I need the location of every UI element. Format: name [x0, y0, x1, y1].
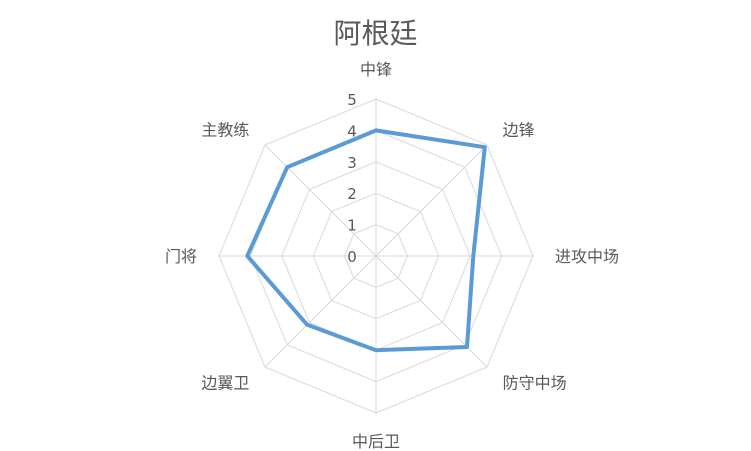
spoke — [375, 255, 488, 368]
tick-label: 2 — [347, 185, 357, 203]
tick-label: 1 — [347, 217, 357, 235]
category-label: 中锋 — [360, 60, 392, 79]
radial-tick-labels: 0 1 2 3 4 5 — [347, 91, 357, 266]
category-label: 门将 — [165, 247, 197, 266]
category-label: 边锋 — [503, 120, 535, 139]
tick-label: 4 — [347, 122, 357, 140]
tick-label: 5 — [347, 91, 357, 109]
spoke — [264, 144, 377, 257]
tick-label: 0 — [347, 248, 357, 266]
category-label: 边翼卫 — [201, 374, 249, 393]
spoke — [264, 255, 377, 368]
category-label: 防守中场 — [503, 374, 567, 393]
series-line — [245, 128, 487, 353]
category-label: 主教练 — [201, 120, 249, 139]
spoke — [375, 144, 488, 257]
chart-title: 阿根廷 — [333, 17, 418, 50]
category-label: 中后卫 — [352, 432, 400, 451]
category-label: 进攻中场 — [555, 247, 619, 266]
tick-label: 3 — [347, 154, 357, 172]
series-layer — [245, 128, 487, 353]
